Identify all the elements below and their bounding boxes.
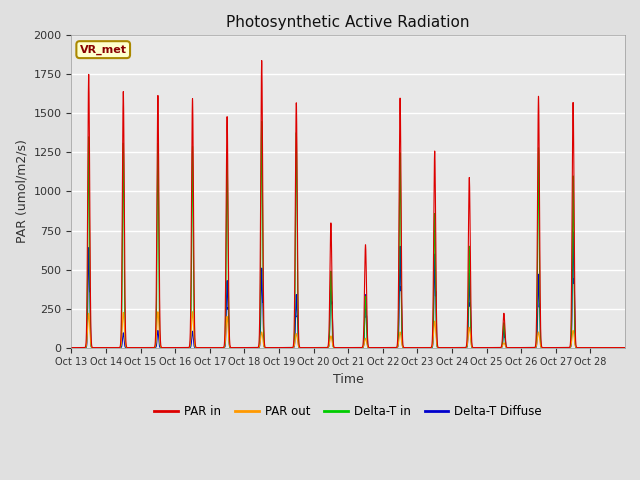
Delta-T in	[527, 345, 535, 350]
Delta-T in	[500, 321, 508, 326]
Delta-T Diffuse	[527, 345, 535, 350]
Line: Delta-T in: Delta-T in	[72, 121, 625, 348]
PAR in	[182, 345, 190, 350]
PAR in	[541, 345, 549, 350]
Delta-T in	[369, 345, 376, 350]
X-axis label: Time: Time	[333, 373, 364, 386]
PAR out	[500, 340, 508, 346]
PAR in	[500, 311, 508, 317]
PAR out	[369, 345, 376, 350]
Delta-T Diffuse	[541, 345, 549, 350]
PAR in	[621, 345, 629, 350]
PAR out	[399, 344, 406, 349]
Legend: PAR in, PAR out, Delta-T in, Delta-T Diffuse: PAR in, PAR out, Delta-T in, Delta-T Dif…	[150, 400, 547, 423]
Line: PAR in: PAR in	[72, 60, 625, 348]
Delta-T Diffuse	[500, 326, 508, 332]
Delta-T in	[399, 343, 406, 348]
PAR out	[68, 345, 76, 350]
PAR in	[399, 333, 406, 339]
Y-axis label: PAR (umol/m2/s): PAR (umol/m2/s)	[15, 140, 28, 243]
PAR in	[258, 58, 266, 63]
Delta-T in	[541, 345, 549, 350]
PAR out	[182, 345, 190, 350]
Delta-T in	[621, 345, 629, 350]
Delta-T in	[182, 345, 190, 350]
PAR in	[527, 345, 535, 350]
Delta-T Diffuse	[369, 345, 376, 350]
Line: PAR out: PAR out	[72, 312, 625, 348]
PAR in	[369, 345, 376, 350]
Title: Photosynthetic Active Radiation: Photosynthetic Active Radiation	[227, 15, 470, 30]
Delta-T in	[258, 119, 266, 124]
Delta-T Diffuse	[399, 340, 406, 346]
Delta-T Diffuse	[68, 345, 76, 350]
Delta-T in	[68, 345, 76, 350]
Delta-T Diffuse	[621, 345, 629, 350]
Line: Delta-T Diffuse: Delta-T Diffuse	[72, 232, 625, 348]
Delta-T Diffuse	[569, 229, 577, 235]
Delta-T Diffuse	[182, 345, 190, 350]
PAR out	[527, 345, 535, 350]
PAR out	[541, 345, 549, 350]
PAR out	[154, 309, 162, 314]
PAR in	[68, 345, 76, 350]
Text: VR_met: VR_met	[80, 45, 127, 55]
PAR out	[621, 345, 629, 350]
